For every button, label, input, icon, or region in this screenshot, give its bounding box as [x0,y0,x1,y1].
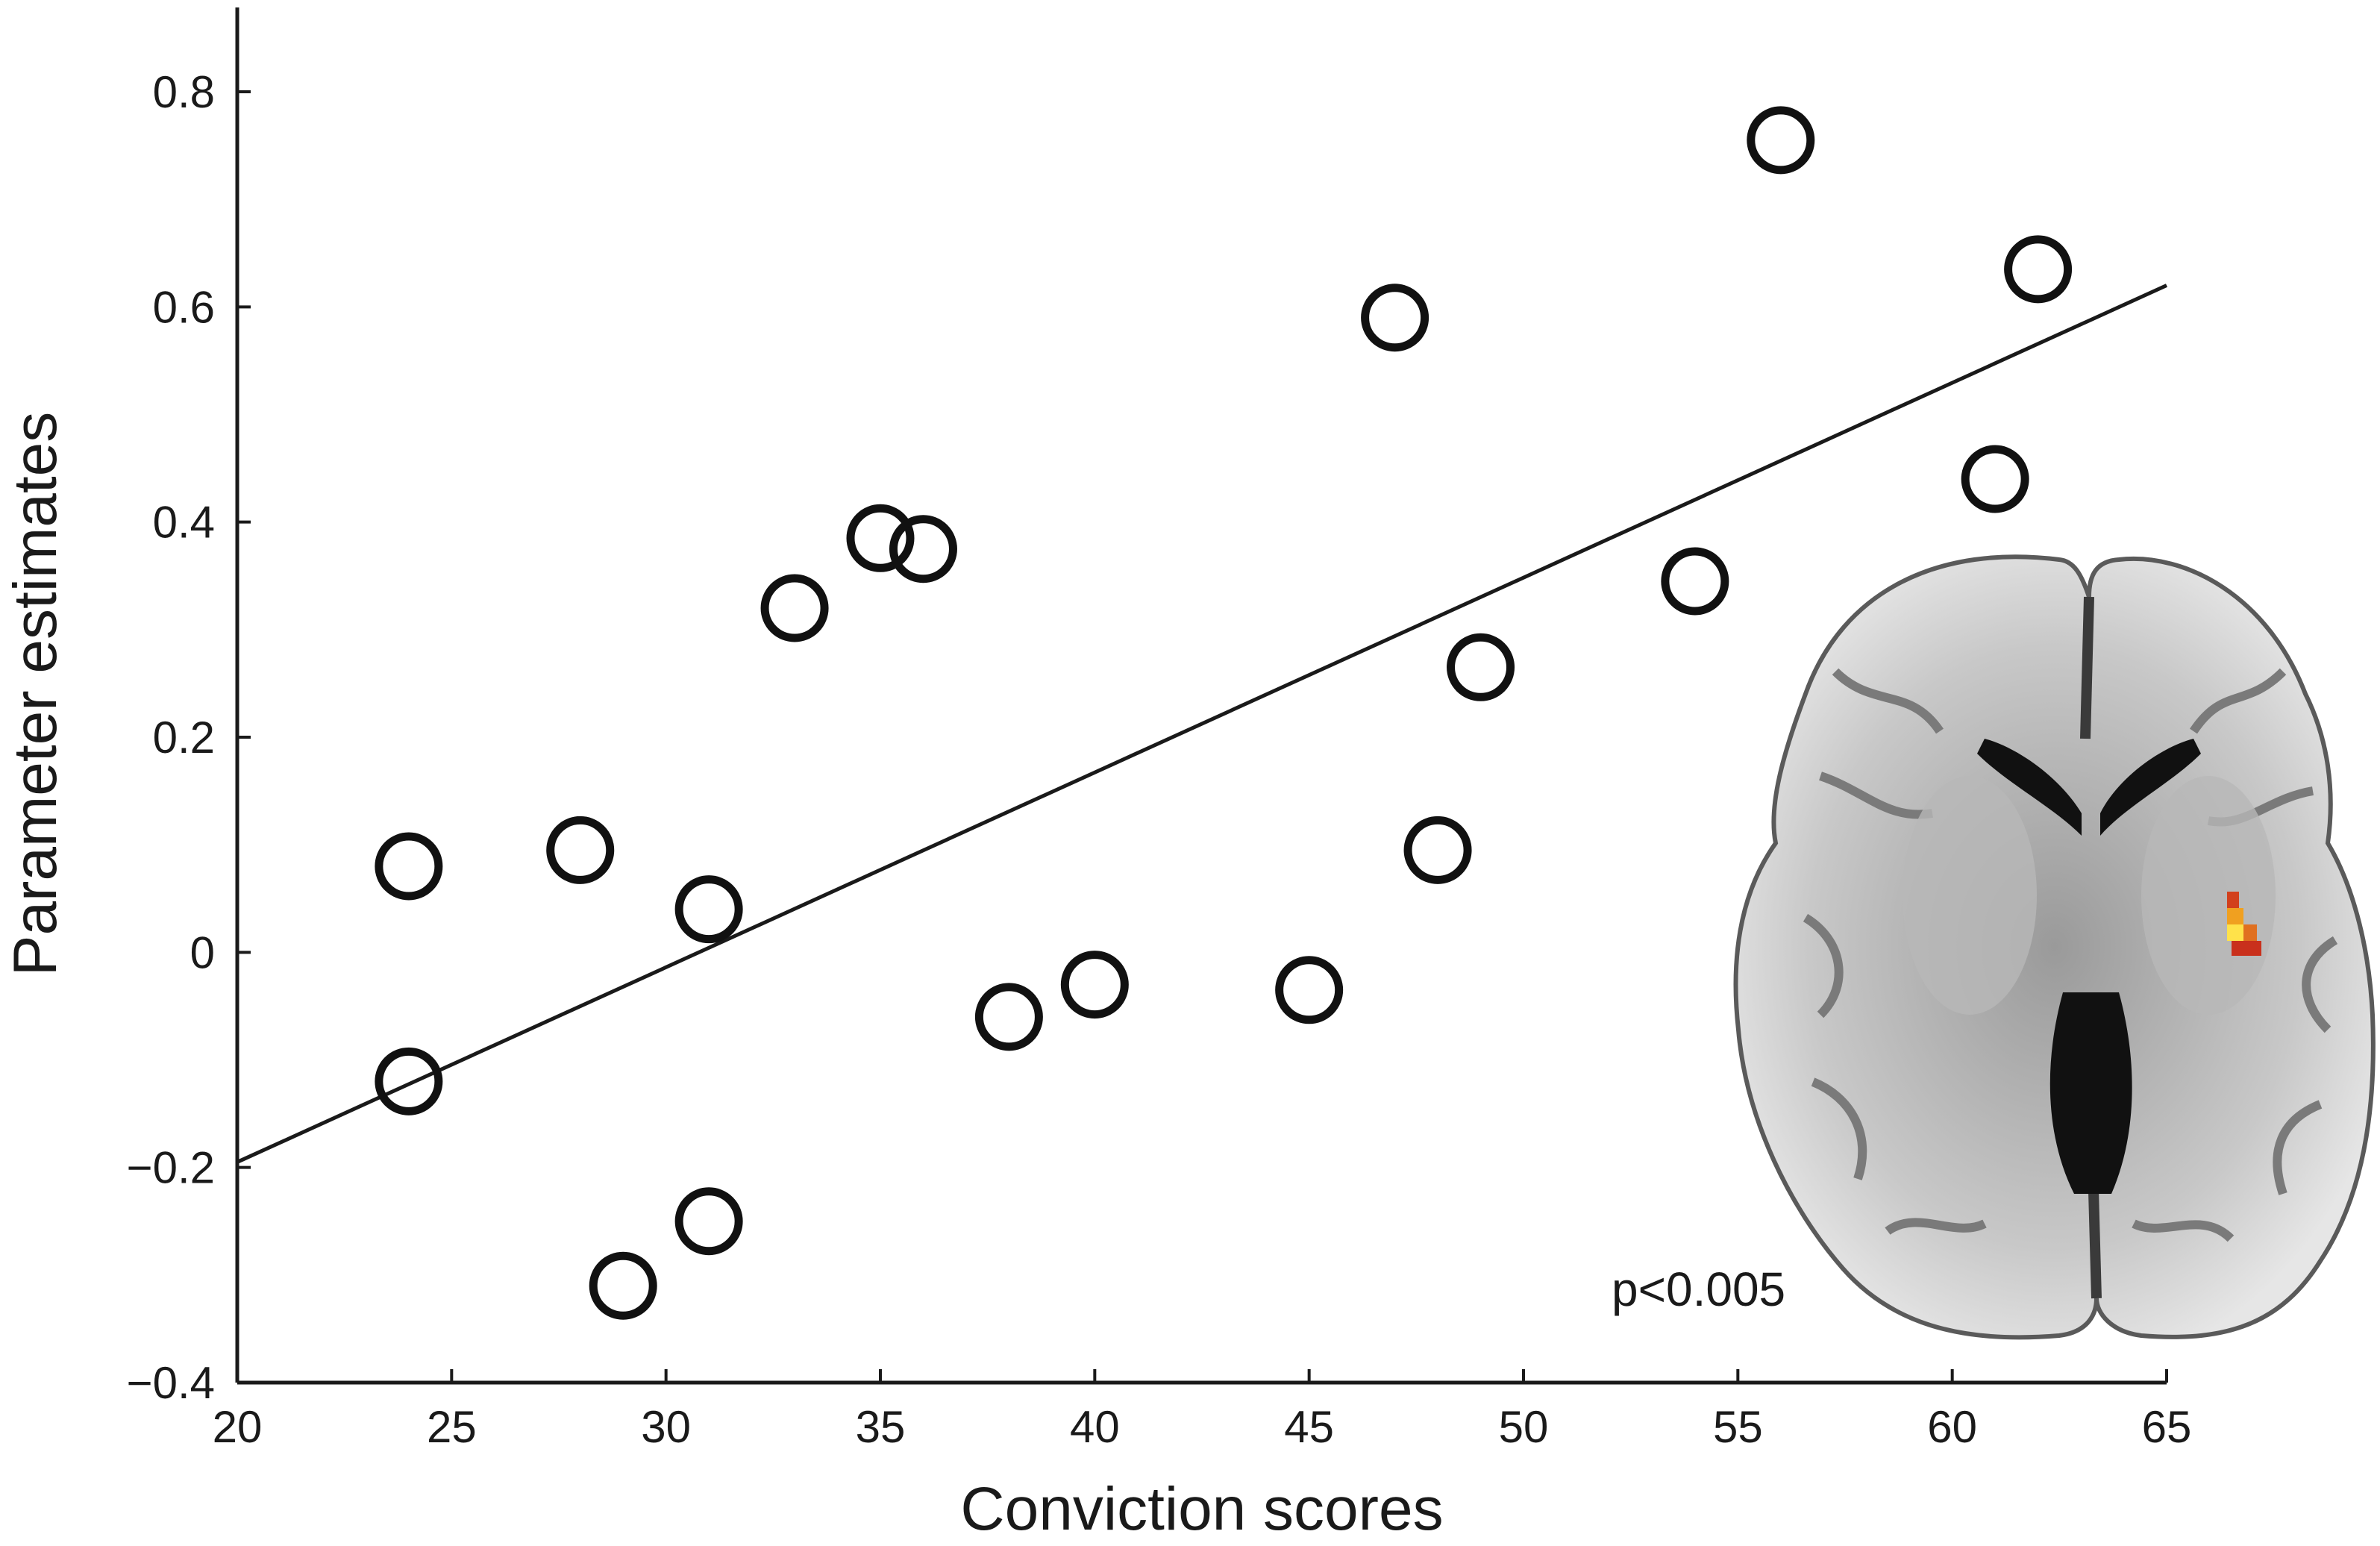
activation-cluster [2227,892,2261,956]
y-tick-label: −0.2 [127,1143,215,1193]
data-points [375,106,2073,1320]
x-ticks: 20 25 30 35 40 45 50 55 60 65 [213,1369,2192,1452]
x-tick-label: 30 [641,1402,691,1452]
y-tick-label: 0.8 [153,67,215,117]
x-tick-label: 50 [1499,1402,1549,1452]
data-point [1447,633,1515,701]
data-point [889,515,957,583]
data-point [1747,106,1815,175]
regression-line [236,284,2168,1164]
y-tick-label: −0.4 [127,1358,215,1408]
x-axis-title: Conviction scores [960,1475,1443,1543]
ventricles [1977,739,2201,1194]
x-tick-label: 20 [213,1402,263,1452]
y-axis-title: Parameter estimates [1,412,69,977]
x-tick-label: 60 [1927,1402,1977,1452]
x-tick-label: 40 [1070,1402,1120,1452]
y-tick-label: 0.2 [153,713,215,763]
brain-outline [1733,554,2376,1340]
data-point [589,1251,657,1320]
data-point [1403,816,1472,884]
data-point [1961,445,2029,513]
y-tick-label: 0.6 [153,282,215,332]
x-tick-label: 35 [856,1402,906,1452]
brain-inset [1733,554,2376,1340]
data-point [974,983,1043,1051]
y-tick-label: 0.4 [153,498,215,548]
p-value-annotation: p<0.005 [1612,1262,1785,1316]
data-point [846,504,915,572]
x-tick-label: 55 [1713,1402,1763,1452]
basal-ganglia-right [2141,776,2276,1015]
x-tick-label: 45 [1284,1402,1334,1452]
data-point [546,816,615,884]
data-point [375,1047,443,1115]
data-point [1275,956,1344,1024]
gray-matter-folds [1803,668,2338,1242]
data-point [674,1187,743,1256]
data-point [1361,284,1429,352]
data-point [375,832,443,901]
data-point [674,875,743,944]
data-point [1661,547,1729,616]
x-tick-label: 65 [2142,1402,2192,1452]
data-point [1060,951,1129,1019]
x-tick-label: 25 [427,1402,477,1452]
data-point [760,574,829,642]
data-point [2004,235,2073,304]
y-ticks: −0.4 −0.2 0 0.2 0.4 0.6 0.8 [127,67,251,1408]
basal-ganglia-left [1903,776,2037,1015]
y-tick-label: 0 [190,927,215,977]
